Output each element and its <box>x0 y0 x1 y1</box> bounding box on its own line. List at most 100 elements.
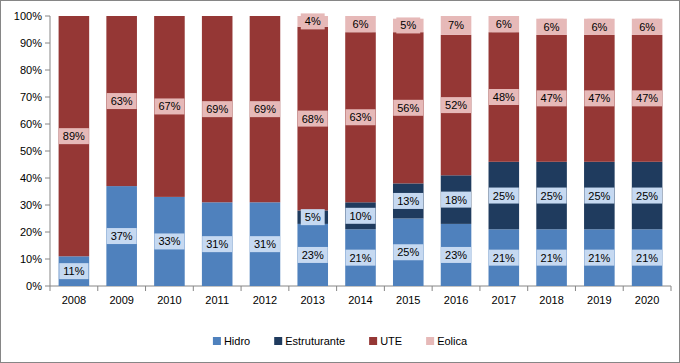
data-label: 25% <box>636 190 658 202</box>
y-tick <box>45 43 50 44</box>
data-label-bg <box>492 16 516 32</box>
data-label: 52% <box>445 99 467 111</box>
data-label-bg <box>635 19 659 35</box>
data-label-bg <box>349 16 373 32</box>
data-label-bg <box>587 19 611 35</box>
x-tick-label: 2009 <box>109 294 133 306</box>
data-label-group: 25% <box>632 188 662 204</box>
y-tick <box>45 16 50 17</box>
bar-segment <box>59 16 90 256</box>
bar-segment <box>632 162 663 230</box>
data-label-bg <box>632 250 662 266</box>
data-label-group: 21% <box>584 250 614 266</box>
data-label-group: 23% <box>298 247 328 263</box>
data-label-bg <box>301 209 325 225</box>
bar-segment <box>393 183 424 218</box>
bar-segment <box>632 19 663 35</box>
legend-label: Estruturante <box>285 335 345 347</box>
data-label-group: 11% <box>59 263 88 279</box>
data-label-bg <box>444 17 468 33</box>
bar-segment <box>106 186 137 286</box>
bar-segment <box>441 16 472 35</box>
y-tick-label: 0% <box>26 280 42 292</box>
y-tick <box>45 232 50 233</box>
data-label-bg <box>107 93 137 109</box>
x-tick-label: 2008 <box>62 294 86 306</box>
bar-segment <box>489 32 520 162</box>
data-label: 6% <box>639 21 655 33</box>
data-label-bg <box>396 17 420 33</box>
bar-segment <box>584 35 615 162</box>
data-label-group: 37% <box>107 228 137 244</box>
data-label-group: 89% <box>59 128 89 144</box>
y-tick <box>45 259 50 260</box>
data-label-bg <box>441 247 471 263</box>
y-tick-label: 100% <box>14 10 42 22</box>
data-label-bg <box>250 101 280 117</box>
bar-segment <box>59 256 90 286</box>
data-label-bg <box>301 13 325 29</box>
data-label-group: 47% <box>632 90 662 106</box>
data-label-group: 69% <box>250 101 280 117</box>
y-tick-label: 20% <box>20 226 42 238</box>
data-label-bg <box>537 188 567 204</box>
data-label-group: 6% <box>587 19 611 35</box>
data-label-bg <box>154 233 184 249</box>
data-label-bg <box>632 90 662 106</box>
data-label: 23% <box>302 249 324 261</box>
data-label-group: 21% <box>345 250 375 266</box>
data-label: 67% <box>158 100 180 112</box>
legend-swatch <box>274 337 282 345</box>
legend: HidroEstruturanteUTEEolica <box>213 335 468 347</box>
data-label: 13% <box>397 195 419 207</box>
data-label-group: 21% <box>632 250 662 266</box>
bar-segment <box>536 35 567 162</box>
data-label-group: 6% <box>492 16 516 32</box>
x-tick-label: 2010 <box>157 294 181 306</box>
data-label: 48% <box>493 91 515 103</box>
data-label-group: 25% <box>489 188 519 204</box>
data-label: 69% <box>254 103 276 115</box>
bar-segment <box>393 219 424 287</box>
y-tick <box>45 124 50 125</box>
data-label-bg <box>441 97 471 113</box>
data-label-bg <box>59 263 88 279</box>
data-label-group: 6% <box>349 16 373 32</box>
bar-segment <box>489 162 520 230</box>
x-tick <box>479 286 480 291</box>
legend-label: UTE <box>380 335 402 347</box>
data-label-group: 5% <box>396 17 420 33</box>
x-tick-label: 2011 <box>205 294 229 306</box>
data-label: 21% <box>588 252 610 264</box>
x-tick <box>384 286 385 291</box>
bar-segment <box>489 229 520 286</box>
data-label-group: 4% <box>301 13 325 29</box>
x-tick <box>575 286 576 291</box>
y-tick <box>45 70 50 71</box>
bar-segment <box>536 229 567 286</box>
y-tick-label: 40% <box>20 172 42 184</box>
y-tick <box>45 151 50 152</box>
bar-segment <box>154 197 185 286</box>
y-tick <box>45 205 50 206</box>
data-label-group: 31% <box>250 236 280 252</box>
data-label-group: 25% <box>393 244 423 260</box>
x-tick <box>145 286 146 291</box>
data-label-group: 21% <box>537 250 567 266</box>
data-label: 56% <box>397 102 419 114</box>
x-tick <box>623 286 624 291</box>
data-label-group: 25% <box>537 188 567 204</box>
data-label: 69% <box>206 103 228 115</box>
data-labels: 11%37%33%31%31%23%21%25%23%21%21%21%21%5… <box>59 13 662 279</box>
data-label-bg <box>154 98 184 114</box>
y-tick-label: 30% <box>20 199 42 211</box>
x-tick <box>193 286 194 291</box>
data-label-bg <box>59 128 89 144</box>
data-label-group: 48% <box>489 89 519 105</box>
data-label-group: 13% <box>393 193 423 209</box>
data-label-group: 63% <box>107 93 137 109</box>
data-label-bg <box>202 236 232 252</box>
x-tick <box>50 286 51 291</box>
data-label: 47% <box>588 92 610 104</box>
x-tick-label: 2016 <box>444 294 468 306</box>
